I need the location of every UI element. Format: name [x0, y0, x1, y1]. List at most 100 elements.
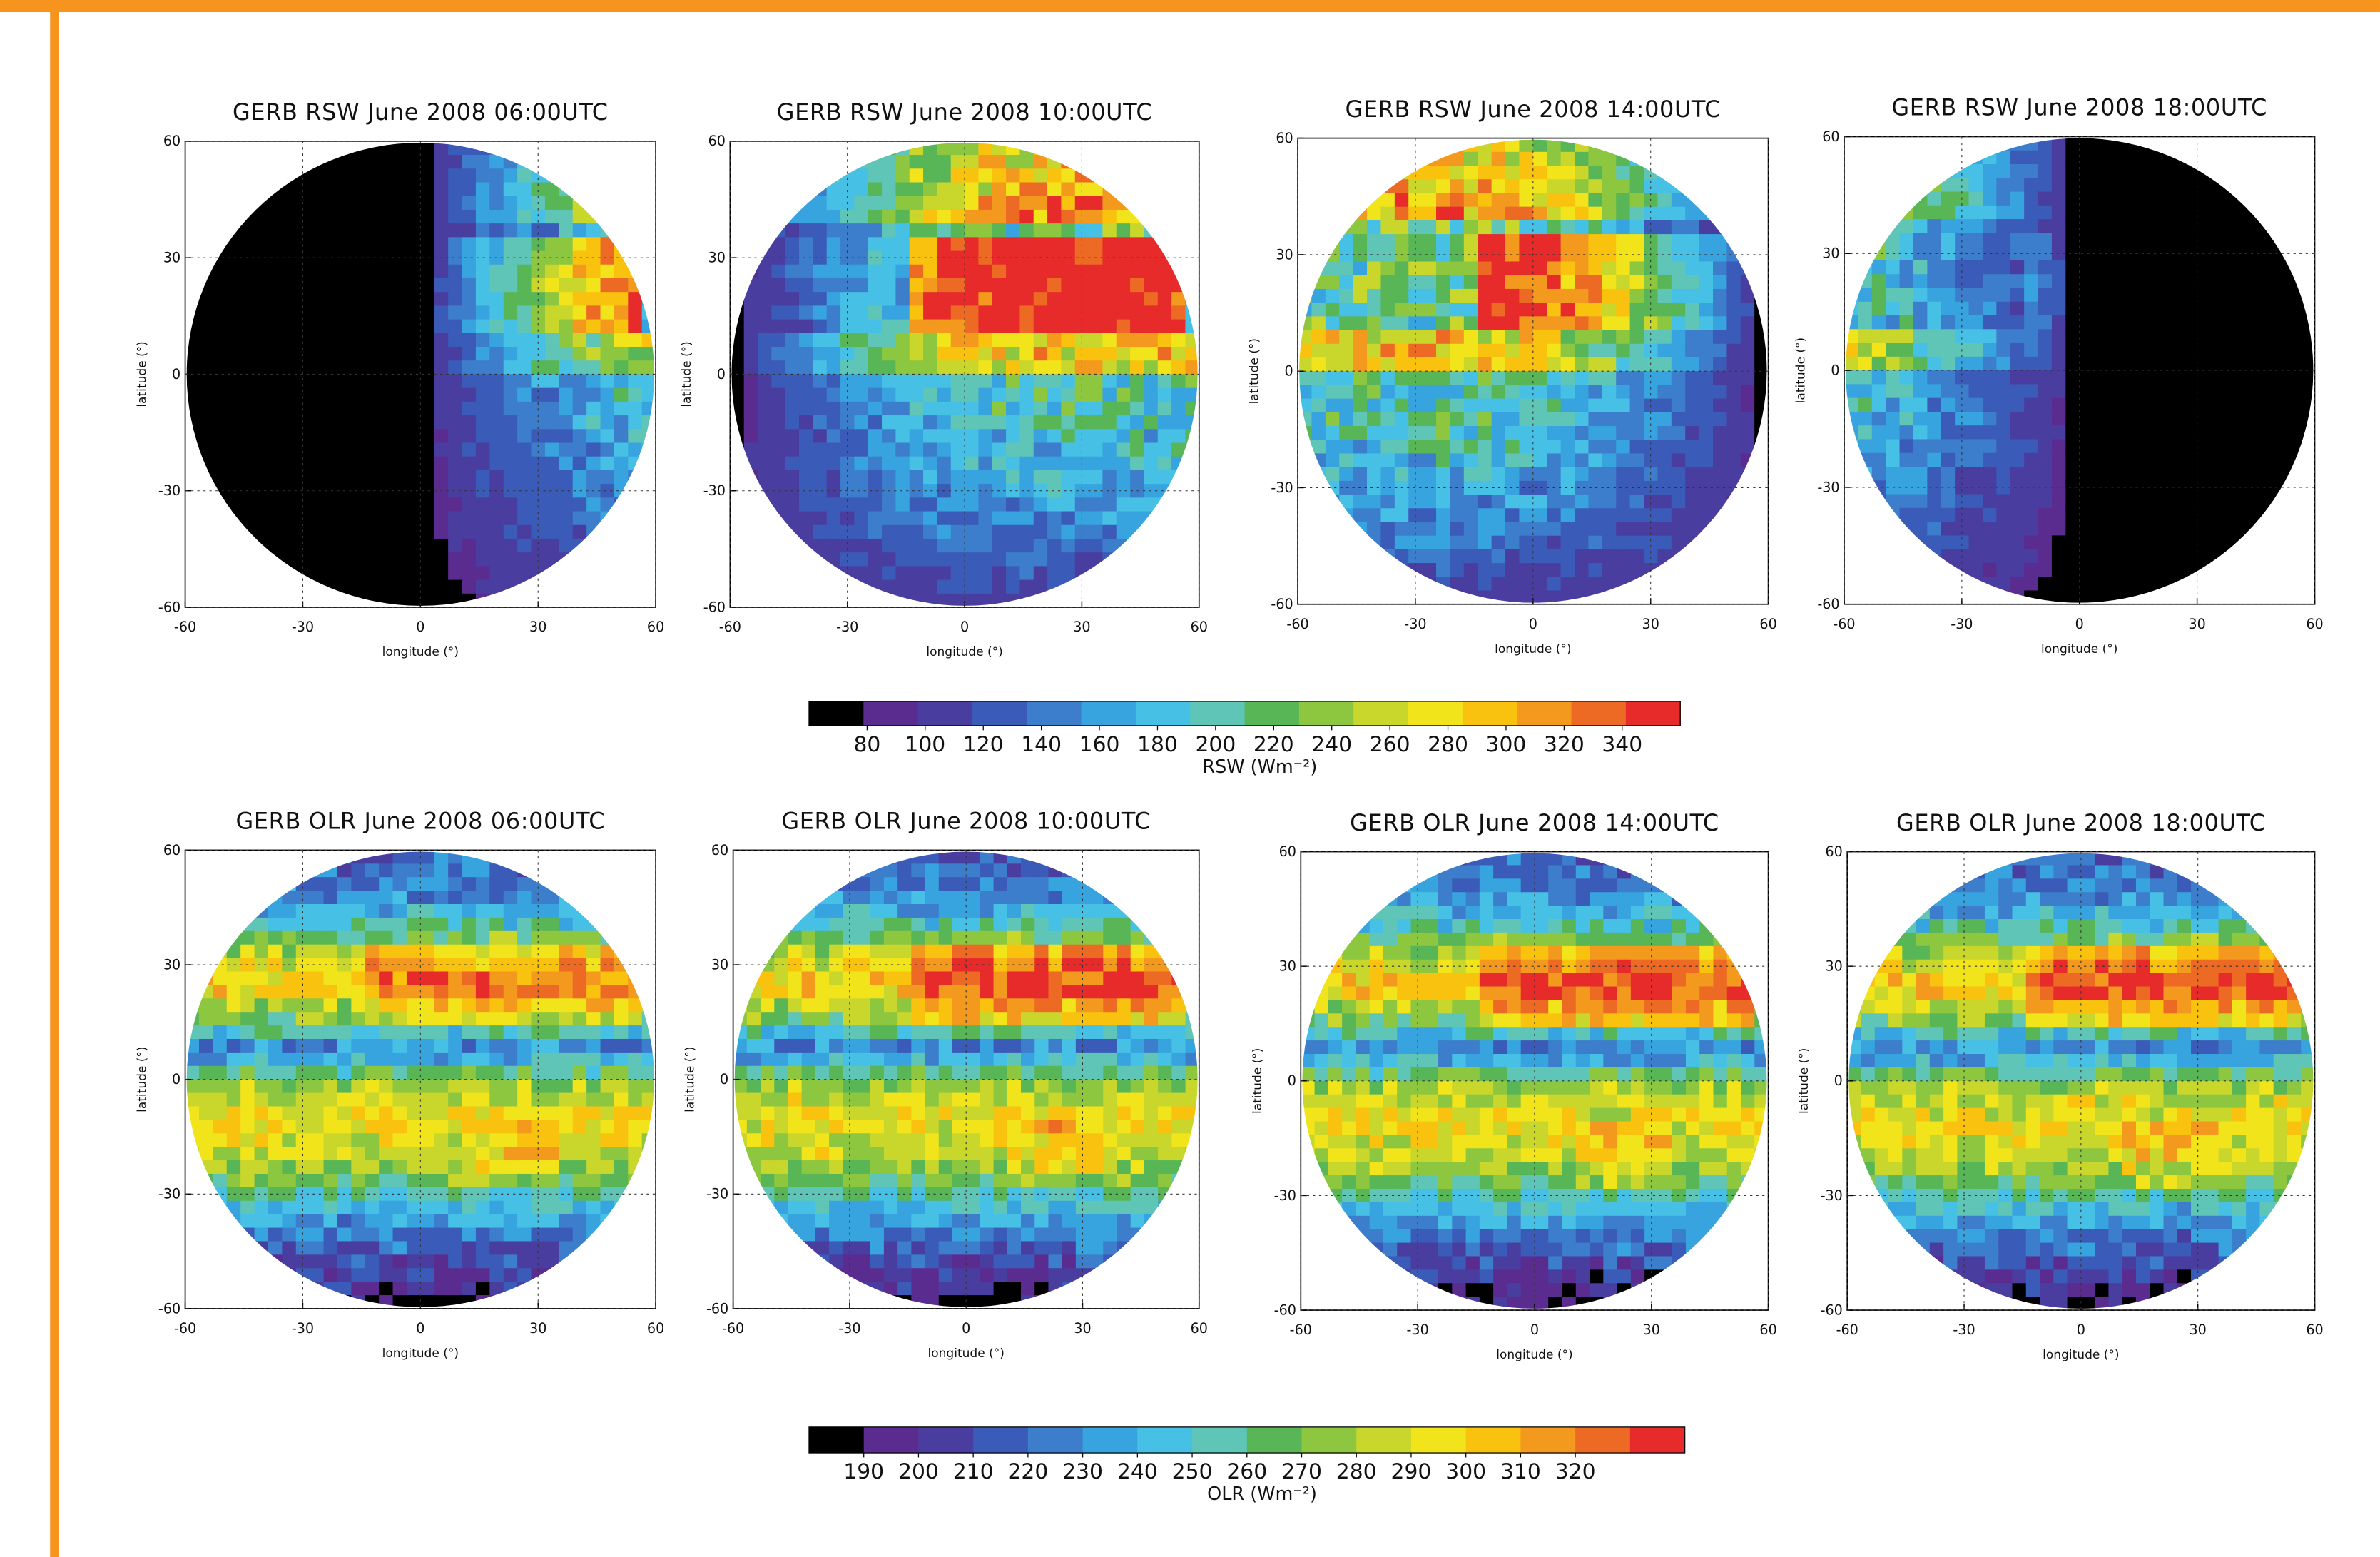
map-cell: [213, 292, 227, 306]
map-cell: [213, 1120, 227, 1134]
map-cell: [1006, 539, 1020, 553]
map-cell: [586, 333, 601, 348]
map-cell: [1339, 193, 1353, 207]
map-cell: [255, 1147, 269, 1161]
map-cell: [1900, 260, 1914, 275]
map-cell: [1311, 152, 1326, 166]
map-cell: [2024, 274, 2038, 288]
map-cell: [2259, 467, 2274, 481]
map-cell: [337, 497, 352, 512]
map-cell: [1672, 344, 1686, 358]
map-cell: [1983, 136, 1997, 151]
map-cell: [1588, 371, 1602, 385]
map-cell: [1436, 371, 1450, 385]
map-cell: [1602, 440, 1617, 454]
map-cell: [393, 580, 407, 594]
map-cell: [1464, 275, 1478, 290]
map-cell: [2177, 357, 2191, 371]
map-cell: [758, 347, 772, 361]
map-cell: [573, 429, 587, 443]
map-cell: [1533, 591, 1547, 605]
map-cell: [895, 265, 910, 279]
map-cell: [771, 457, 785, 471]
map-cell: [586, 388, 601, 402]
map-cell: [1699, 207, 1714, 221]
map-cell: [2218, 343, 2232, 357]
map-cell: [965, 360, 979, 375]
map-cell: [1657, 166, 1672, 180]
map-cell: [213, 552, 227, 567]
y-axis-label: latitude (°): [135, 341, 149, 407]
map-cell: [1171, 278, 1186, 293]
map-cell: [744, 470, 758, 485]
map-cell: [1117, 237, 1131, 251]
map-cell: [199, 374, 213, 388]
map-cell: [730, 168, 744, 183]
map-cell: [965, 484, 979, 498]
map-cell: [1533, 303, 1547, 317]
map-cell: [1575, 399, 1589, 413]
map-cell: [407, 566, 421, 580]
map-cell: [1353, 330, 1368, 345]
map-cell: [255, 985, 269, 999]
map-cell: [268, 278, 283, 293]
map-cell: [213, 1025, 227, 1040]
map-cell: [1395, 563, 1409, 577]
map-cell: [1171, 168, 1186, 183]
map-cell: [1423, 522, 1437, 536]
map-cell: [1367, 426, 1381, 440]
map-cell: [2232, 315, 2246, 330]
map-cell: [1450, 467, 1464, 482]
map-cell: [2080, 329, 2094, 343]
map-cell: [365, 196, 380, 211]
map-cell: [882, 196, 896, 211]
map-cell: [2287, 467, 2302, 481]
map-cell: [213, 442, 227, 457]
map-cell: [2065, 329, 2080, 343]
map-cell: [2246, 467, 2260, 481]
map-cell: [978, 237, 992, 251]
map-cell: [1117, 525, 1131, 539]
map-cell: [1630, 453, 1644, 467]
map-cell: [895, 320, 910, 334]
map-cell: [1158, 333, 1172, 348]
map-cell: [185, 1120, 200, 1134]
map-cell: [351, 237, 365, 251]
map-cell: [813, 539, 827, 553]
map-cell: [2204, 192, 2218, 206]
map-cell: [1353, 371, 1368, 385]
map-cell: [1886, 164, 1900, 178]
map-cell: [951, 552, 965, 567]
map-cell: [240, 182, 255, 196]
map-cell: [771, 333, 785, 348]
map-cell: [2301, 219, 2315, 233]
map-cell: [827, 182, 841, 196]
map-cell: [1588, 440, 1602, 454]
map-cell: [882, 552, 896, 567]
map-cell: [213, 998, 227, 1013]
map-cell: [1519, 220, 1533, 235]
map-cell: [868, 320, 883, 334]
map-cell: [324, 278, 338, 293]
map-cell: [882, 237, 896, 251]
map-cell: [199, 1282, 213, 1296]
map-cell: [992, 525, 1007, 539]
map-cell: [476, 429, 490, 443]
map-cell: [2232, 260, 2246, 275]
map-cell: [2177, 535, 2191, 549]
map-cell: [2287, 288, 2302, 302]
map-cell: [2301, 453, 2315, 467]
map-cell: [1326, 385, 1340, 399]
map-cell: [1326, 453, 1340, 467]
map-cell: [420, 320, 434, 334]
map-cell: [227, 265, 241, 279]
map-cell: [1158, 196, 1172, 211]
map-cell: [1561, 207, 1575, 221]
map-cell: [1144, 360, 1158, 375]
map-cell: [1983, 315, 1997, 330]
map-cell: [1423, 303, 1437, 317]
map-cell: [1298, 289, 1312, 303]
map-cell: [268, 971, 283, 985]
map-cell: [1339, 371, 1353, 385]
map-cell: [1575, 207, 1589, 221]
